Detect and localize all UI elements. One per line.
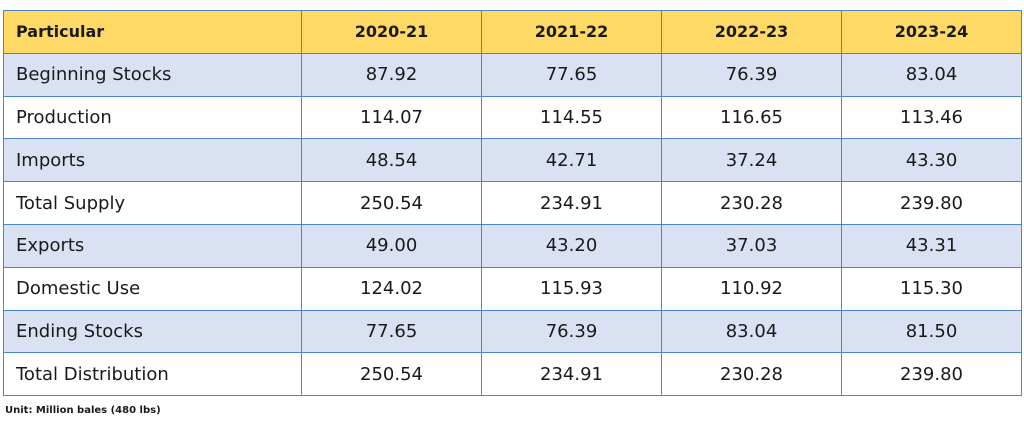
table-cell: 116.65 xyxy=(661,95,842,140)
row-label: Imports xyxy=(3,138,302,183)
column-header: 2021-22 xyxy=(481,10,662,54)
row-label: Production xyxy=(3,95,302,140)
table-cell: 48.54 xyxy=(301,138,482,183)
column-header: 2020-21 xyxy=(301,10,482,54)
table-cell: 115.93 xyxy=(481,266,662,311)
column-header: Particular xyxy=(3,10,302,54)
column-header: 2023-24 xyxy=(841,10,1022,54)
cotton-balance-table: Particular 2020-21 2021-22 2022-23 2023-… xyxy=(3,10,1022,397)
table-cell: 83.04 xyxy=(841,52,1022,97)
table-cell: 234.91 xyxy=(481,181,662,225)
table-cell: 250.54 xyxy=(301,181,482,225)
header-row: Particular 2020-21 2021-22 2022-23 2023-… xyxy=(3,10,1022,54)
table-row: Total Distribution 250.54 234.91 230.28 … xyxy=(3,352,1022,397)
table-row: Beginning Stocks 87.92 77.65 76.39 83.04 xyxy=(3,52,1022,97)
column-header: 2022-23 xyxy=(661,10,842,54)
table-cell: 81.50 xyxy=(841,309,1022,354)
table-cell: 110.92 xyxy=(661,266,842,311)
table-cell: 239.80 xyxy=(841,352,1022,397)
table-cell: 87.92 xyxy=(301,52,482,97)
table-cell: 113.46 xyxy=(841,95,1022,140)
table-row: Imports 48.54 42.71 37.24 43.30 xyxy=(3,138,1022,183)
table-cell: 77.65 xyxy=(301,309,482,354)
table-row: Total Supply 250.54 234.91 230.28 239.80 xyxy=(3,181,1022,225)
table-cell: 124.02 xyxy=(301,266,482,311)
row-label: Total Distribution xyxy=(3,352,302,397)
table-cell: 37.03 xyxy=(661,223,842,268)
table-body: Beginning Stocks 87.92 77.65 76.39 83.04… xyxy=(3,52,1022,397)
table-cell: 83.04 xyxy=(661,309,842,354)
row-label: Domestic Use xyxy=(3,266,302,311)
table-container: Particular 2020-21 2021-22 2022-23 2023-… xyxy=(3,10,1022,397)
table-cell: 42.71 xyxy=(481,138,662,183)
table-cell: 114.55 xyxy=(481,95,662,140)
table-cell: 77.65 xyxy=(481,52,662,97)
table-row: Exports 49.00 43.20 37.03 43.31 xyxy=(3,223,1022,268)
table-cell: 239.80 xyxy=(841,181,1022,225)
table-cell: 49.00 xyxy=(301,223,482,268)
table-cell: 37.24 xyxy=(661,138,842,183)
row-label: Beginning Stocks xyxy=(3,52,302,97)
row-label: Exports xyxy=(3,223,302,268)
table-cell: 234.91 xyxy=(481,352,662,397)
row-label: Ending Stocks xyxy=(3,309,302,354)
table-row: Ending Stocks 77.65 76.39 83.04 81.50 xyxy=(3,309,1022,354)
table-cell: 76.39 xyxy=(481,309,662,354)
table-cell: 115.30 xyxy=(841,266,1022,311)
table-cell: 43.30 xyxy=(841,138,1022,183)
table-cell: 114.07 xyxy=(301,95,482,140)
table-cell: 250.54 xyxy=(301,352,482,397)
table-row: Domestic Use 124.02 115.93 110.92 115.30 xyxy=(3,266,1022,311)
table-cell: 43.20 xyxy=(481,223,662,268)
table-cell: 230.28 xyxy=(661,352,842,397)
table-cell: 230.28 xyxy=(661,181,842,225)
unit-note: Unit: Million bales (480 lbs) xyxy=(5,405,161,416)
table-cell: 76.39 xyxy=(661,52,842,97)
table-cell: 43.31 xyxy=(841,223,1022,268)
row-label: Total Supply xyxy=(3,181,302,225)
table-row: Production 114.07 114.55 116.65 113.46 xyxy=(3,95,1022,140)
